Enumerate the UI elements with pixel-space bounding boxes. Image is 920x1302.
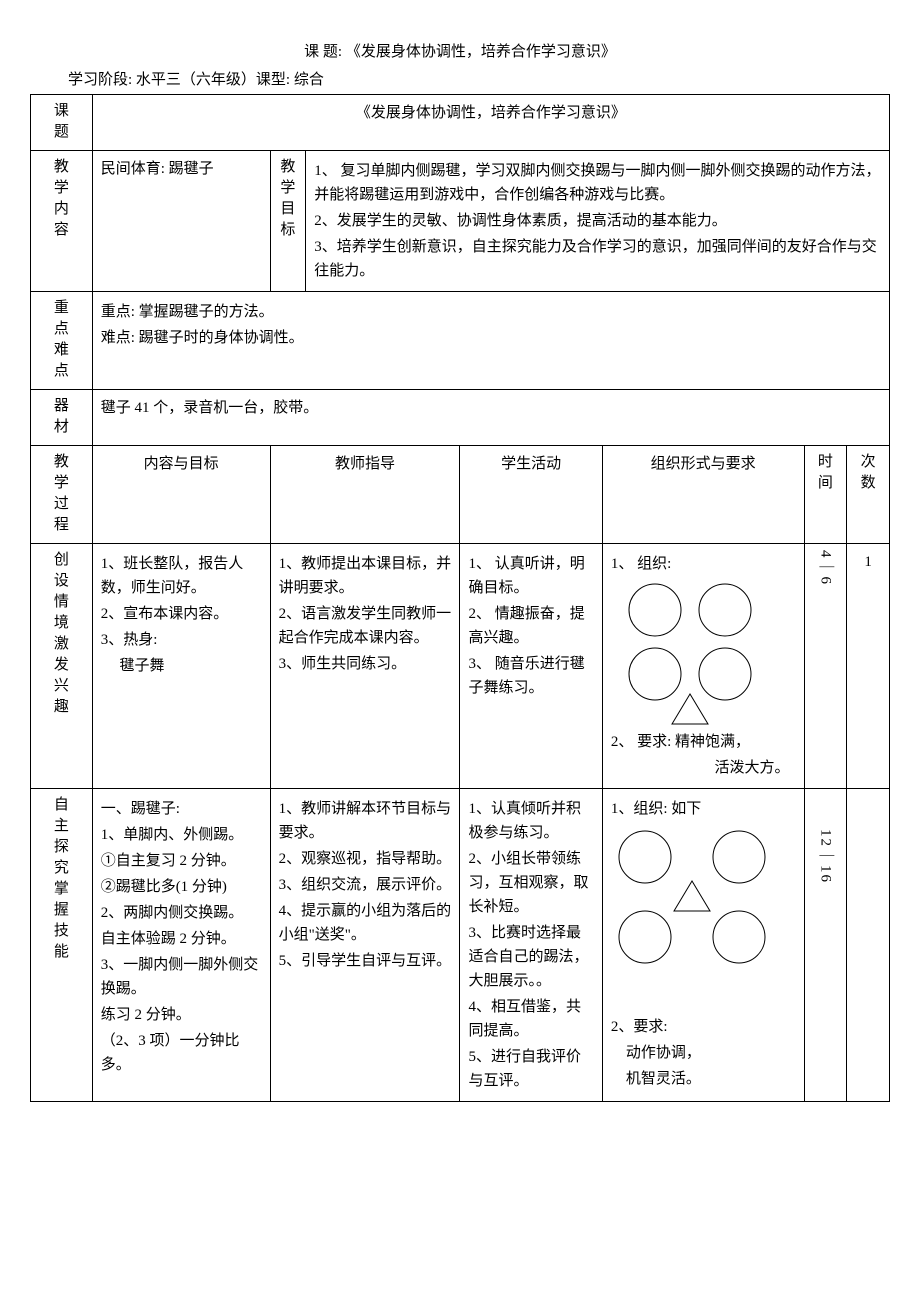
- list-item: 2、 情趣振奋，提高兴趣。: [468, 602, 593, 650]
- phase1-content: 1、班长整队，报告人数，师生问好。 2、宣布本课内容。 3、热身: 毽子舞: [92, 544, 270, 789]
- list-item: 3、热身:: [101, 628, 262, 652]
- req-label2: 活泼大方。: [611, 756, 796, 780]
- list-item: 2、观察巡视，指导帮助。: [279, 847, 452, 871]
- list-item: 5、引导学生自评与互评。: [279, 949, 452, 973]
- list-item: 1、班长整队，报告人数，师生问好。: [101, 552, 262, 600]
- phase1-teacher: 1、教师提出本课目标，并讲明要求。 2、语言激发学生同教师一起合作完成本课内容。…: [270, 544, 460, 789]
- org-label: 1、组织: 如下: [611, 797, 796, 821]
- col-org: 组织形式与要求: [602, 446, 804, 544]
- list-item: 3、 随音乐进行毽子舞练习。: [468, 652, 593, 700]
- req-line: 机智灵活。: [611, 1067, 796, 1091]
- list-item: 5、进行自我评价与互评。: [468, 1045, 593, 1093]
- process-header-row: 教学过程 内容与目标 教师指导 学生活动 组织形式与要求 时间 次数: [31, 446, 890, 544]
- list-item: 4、相互借鉴，共同提高。: [468, 995, 593, 1043]
- formation-diagram: [611, 578, 796, 728]
- req-label: 2、要求:: [611, 1015, 796, 1039]
- formation-diagram: [611, 823, 796, 973]
- title-prefix: 课 题:: [304, 44, 342, 60]
- phase1-org: 1、 组织: 2、 要求: 精神饱满， 活泼大方。: [602, 544, 804, 789]
- col-teacher: 教师指导: [270, 446, 460, 544]
- phase2-count: [847, 789, 890, 1102]
- table-row: 重点难点 重点: 掌握踢毽子的方法。 难点: 踢毽子时的身体协调性。: [31, 292, 890, 390]
- target-item: 2、发展学生的灵敏、协调性身体素质，提高活动的基本能力。: [314, 209, 881, 233]
- diagram-svg: [611, 578, 771, 728]
- title-text: 《发展身体协调性，培养合作学习意识》: [346, 44, 616, 60]
- diagram-svg: [611, 823, 771, 973]
- list-item: 3、组织交流，展示评价。: [279, 873, 452, 897]
- col-content-target: 内容与目标: [92, 446, 270, 544]
- phase2-row: 自主探究掌握技能 一、踢毽子: 1、单脚内、外侧踢。 ①自主复习 2 分钟。 ②…: [31, 789, 890, 1102]
- col-process: 教学过程: [31, 446, 93, 544]
- phase1-time: 4｜6: [804, 544, 847, 789]
- phase2-time: 12｜16: [804, 789, 847, 1102]
- keypoint-line: 难点: 踢毽子时的身体协调性。: [101, 326, 881, 350]
- list-item: ①自主复习 2 分钟。: [101, 849, 262, 873]
- list-item: 1、认真倾听并积极参与练习。: [468, 797, 593, 845]
- list-item: 1、单脚内、外侧踢。: [101, 823, 262, 847]
- label-topic: 课题: [31, 95, 93, 151]
- list-item: 3、师生共同练习。: [279, 652, 452, 676]
- org-label: 1、 组织:: [611, 552, 796, 576]
- phase2-content: 一、踢毽子: 1、单脚内、外侧踢。 ①自主复习 2 分钟。 ②踢毽比多(1 分钟…: [92, 789, 270, 1102]
- doc-title: 课 题: 《发展身体协调性，培养合作学习意识》: [30, 40, 890, 64]
- list-item: 1、教师讲解本环节目标与要求。: [279, 797, 452, 845]
- phase1-count: 1: [847, 544, 890, 789]
- list-item: 1、教师提出本课目标，并讲明要求。: [279, 552, 452, 600]
- label-equipment: 器材: [31, 390, 93, 446]
- doc-subtitle: 学习阶段: 水平三（六年级）课型: 综合: [68, 68, 890, 92]
- list-item: 2、小组长带领练习，互相观察，取长补短。: [468, 847, 593, 919]
- keypoint-line: 重点: 掌握踢毽子的方法。: [101, 300, 881, 324]
- topic-value: 《发展身体协调性，培养合作学习意识》: [92, 95, 889, 151]
- list-item: 3、一脚内侧一脚外侧交换踢。: [101, 953, 262, 1001]
- keypoints-value: 重点: 掌握踢毽子的方法。 难点: 踢毽子时的身体协调性。: [92, 292, 889, 390]
- list-item: （2、3 项）一分钟比多。: [101, 1029, 262, 1077]
- lesson-plan-table: 课题 《发展身体协调性，培养合作学习意识》 教学内容 民间体育: 踢毽子 教学目…: [30, 94, 890, 1102]
- phase1-label: 创设情境激发兴趣: [31, 544, 93, 789]
- col-time: 时间: [804, 446, 847, 544]
- req-line: 动作协调，: [611, 1041, 796, 1065]
- list-item: 2、宣布本课内容。: [101, 602, 262, 626]
- list-item: 4、提示赢的小组为落后的小组"送奖"。: [279, 899, 452, 947]
- phase1-row: 创设情境激发兴趣 1、班长整队，报告人数，师生问好。 2、宣布本课内容。 3、热…: [31, 544, 890, 789]
- label-teach-target: 教学目标: [270, 151, 306, 292]
- list-item: 3、比赛时选择最适合自己的踢法，大胆展示。。: [468, 921, 593, 993]
- target-item: 3、培养学生创新意识，自主探究能力及合作学习的意识，加强同伴间的友好合作与交往能…: [314, 235, 881, 283]
- teach-targets: 1、 复习单脚内侧踢毽，学习双脚内侧交换踢与一脚内侧一脚外侧交换踢的动作方法，并…: [306, 151, 890, 292]
- table-row: 器材 毽子 41 个，录音机一台，胶带。: [31, 390, 890, 446]
- list-item: ②踢毽比多(1 分钟): [101, 875, 262, 899]
- phase1-student: 1、 认真听讲，明确目标。 2、 情趣振奋，提高兴趣。 3、 随音乐进行毽子舞练…: [460, 544, 602, 789]
- teach-content-value: 民间体育: 踢毽子: [92, 151, 270, 292]
- list-item: 练习 2 分钟。: [101, 1003, 262, 1027]
- table-row: 教学内容 民间体育: 踢毽子 教学目标 1、 复习单脚内侧踢毽，学习双脚内侧交换…: [31, 151, 890, 292]
- list-item: 2、两脚内侧交换踢。: [101, 901, 262, 925]
- list-item: 一、踢毽子:: [101, 797, 262, 821]
- table-row: 课题 《发展身体协调性，培养合作学习意识》: [31, 95, 890, 151]
- equipment-value: 毽子 41 个，录音机一台，胶带。: [92, 390, 889, 446]
- col-student: 学生活动: [460, 446, 602, 544]
- target-item: 1、 复习单脚内侧踢毽，学习双脚内侧交换踢与一脚内侧一脚外侧交换踢的动作方法，并…: [314, 159, 881, 207]
- phase2-label: 自主探究掌握技能: [31, 789, 93, 1102]
- req-label: 2、 要求: 精神饱满，: [611, 730, 796, 754]
- phase2-student: 1、认真倾听并积极参与练习。 2、小组长带领练习，互相观察，取长补短。 3、比赛…: [460, 789, 602, 1102]
- phase2-org: 1、组织: 如下 2、要求: 动作协调， 机智灵活。: [602, 789, 804, 1102]
- list-item: 1、 认真听讲，明确目标。: [468, 552, 593, 600]
- list-item: 2、语言激发学生同教师一起合作完成本课内容。: [279, 602, 452, 650]
- col-count: 次数: [847, 446, 890, 544]
- phase2-teacher: 1、教师讲解本环节目标与要求。 2、观察巡视，指导帮助。 3、组织交流，展示评价…: [270, 789, 460, 1102]
- list-item: 自主体验踢 2 分钟。: [101, 927, 262, 951]
- label-teach-content: 教学内容: [31, 151, 93, 292]
- label-keypoints: 重点难点: [31, 292, 93, 390]
- list-item: 毽子舞: [101, 654, 262, 678]
